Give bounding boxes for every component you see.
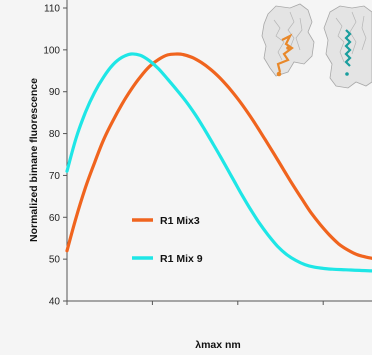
y-tick-label: 40 (49, 297, 61, 308)
y-axis-title: Normalized bimane fluorescence (28, 78, 40, 242)
structure-thumbnail-orange (261, 3, 315, 77)
x-axis-ticks (66, 301, 324, 305)
chart-series (65, 52, 372, 273)
y-axis-ticks: 40 50 60 70 80 90 100 110 (43, 4, 67, 308)
y-tick-label: 70 (49, 171, 61, 182)
chart-legend: R1 Mix3 R1 Mix 9 (132, 215, 203, 265)
y-tick-label: 100 (43, 45, 60, 56)
structure-thumbnail-cyan (323, 5, 372, 89)
series-line-r1-mix3 (65, 52, 372, 260)
legend-label-r1-mix9: R1 Mix 9 (160, 253, 203, 265)
y-tick-label: 110 (44, 4, 60, 15)
y-tick-label: 60 (49, 213, 61, 224)
legend-label-r1-mix3: R1 Mix3 (160, 215, 200, 227)
y-tick-label: 50 (49, 255, 61, 266)
y-tick-label: 80 (49, 129, 61, 140)
series-line-r1-mix-9 (65, 52, 372, 273)
y-tick-label: 90 (49, 87, 61, 98)
x-axis-title: λmax nm (195, 339, 241, 351)
